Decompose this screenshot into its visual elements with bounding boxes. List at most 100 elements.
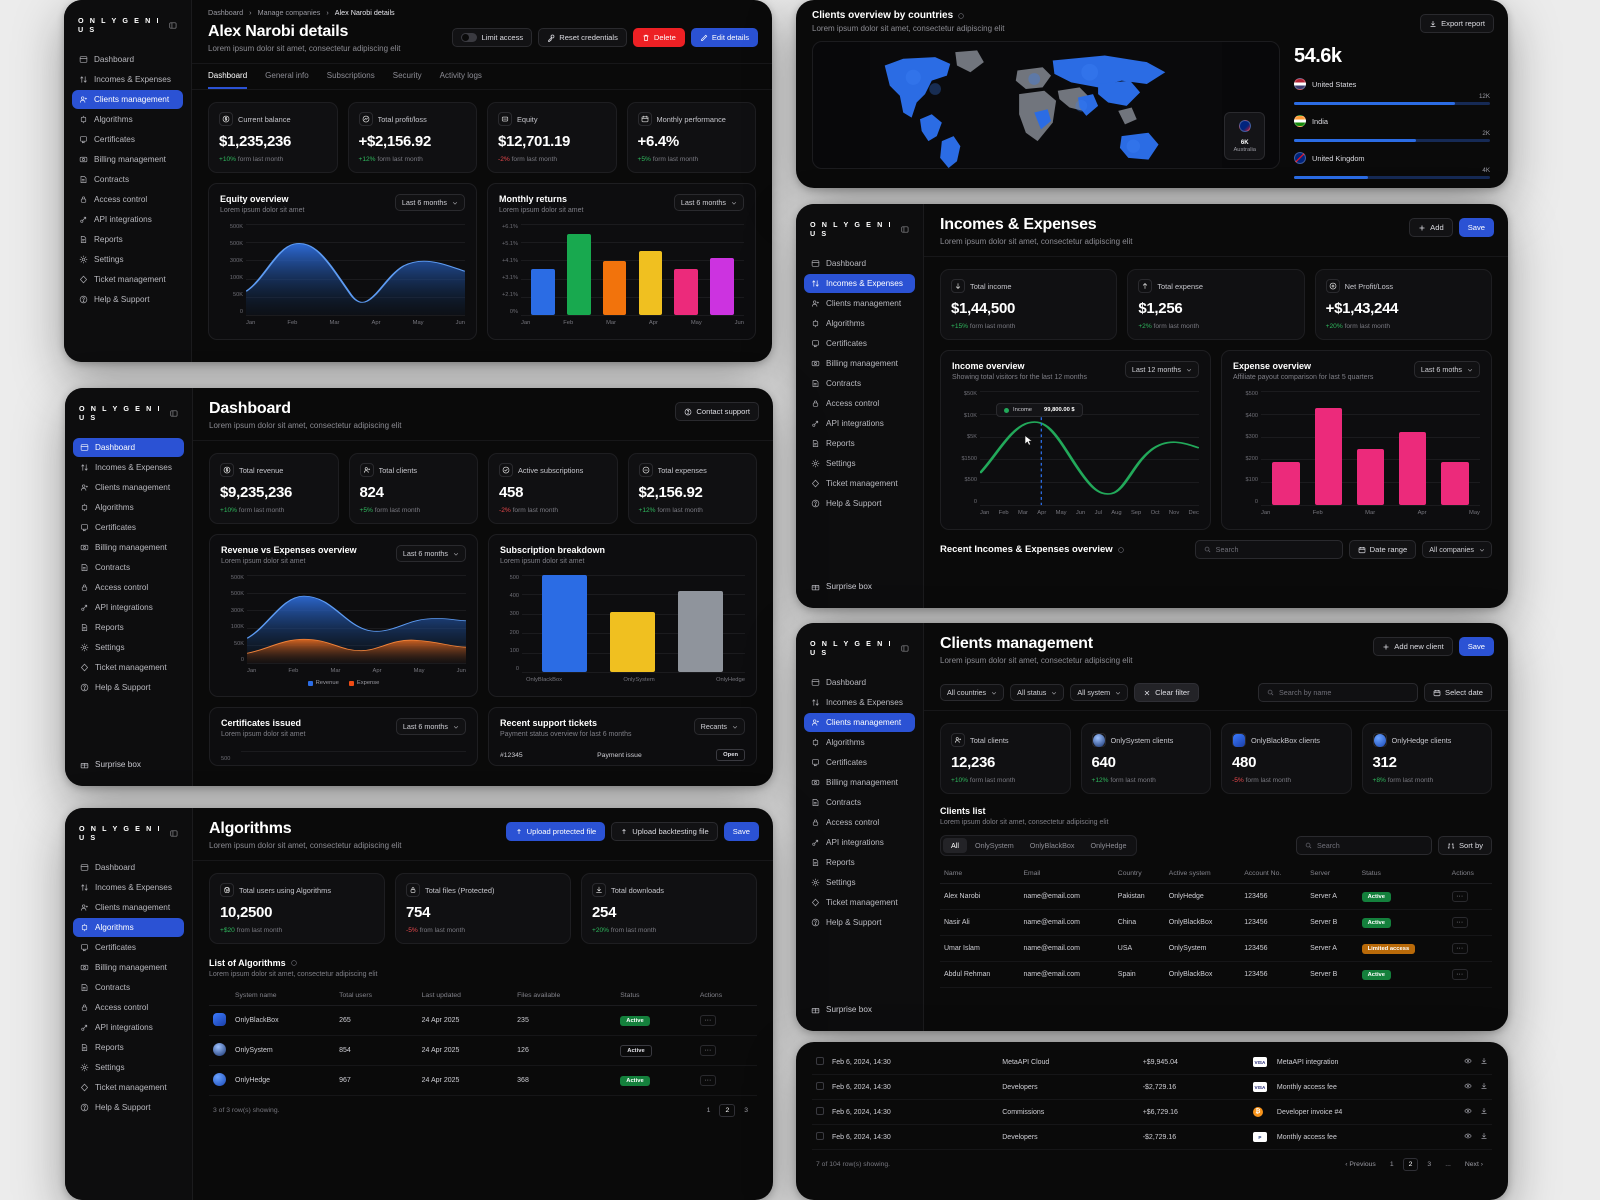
- panel-collapse-icon[interactable]: [170, 409, 178, 418]
- sidebar-item-algorithms[interactable]: Algorithms: [73, 918, 184, 937]
- clear-filter-button[interactable]: Clear filter: [1134, 683, 1199, 702]
- table-row[interactable]: Feb 6, 2024, 14:30 MetaAPI Cloud +$9,945.0…: [812, 1050, 1492, 1075]
- segment-onlyblackbox[interactable]: OnlyBlackBox: [1029, 841, 1075, 850]
- download-icon[interactable]: [1480, 1107, 1488, 1115]
- row-actions-button[interactable]: ···: [1451, 891, 1468, 902]
- row-actions-button[interactable]: ···: [699, 1075, 716, 1086]
- range-select-revenue[interactable]: Last 6 months: [395, 545, 466, 562]
- bar[interactable]: [678, 590, 724, 672]
- table-row[interactable]: Nasir Ali name@email.com China OnlyBlackBox…: [940, 909, 1492, 936]
- sidebar-item-ticket-management[interactable]: Ticket management: [72, 270, 183, 289]
- page-2[interactable]: 2: [1402, 1158, 1419, 1171]
- info-icon[interactable]: [1117, 546, 1124, 553]
- sidebar-item-api-integrations[interactable]: API integrations: [72, 210, 183, 229]
- sidebar-item-api-integrations[interactable]: API integrations: [804, 414, 915, 433]
- sidebar-item-api-integrations[interactable]: API integrations: [73, 1018, 184, 1037]
- page-3[interactable]: 3: [1427, 1161, 1432, 1168]
- sidebar-item-clients-management[interactable]: Clients management: [804, 713, 915, 732]
- sidebar-item-access-control[interactable]: Access control: [804, 394, 915, 413]
- bar[interactable]: [1441, 461, 1469, 505]
- bar[interactable]: [602, 261, 627, 315]
- country-row[interactable]: United States 12K: [1294, 78, 1490, 105]
- sidebar-item-incomes-expenses[interactable]: Incomes & Expenses: [72, 70, 183, 89]
- breadcrumb-item-0[interactable]: Dashboard: [208, 8, 244, 17]
- edit-details-button[interactable]: Edit details: [690, 28, 758, 47]
- download-icon[interactable]: [1480, 1132, 1488, 1140]
- sidebar-item-access-control[interactable]: Access control: [804, 813, 915, 832]
- sidebar-item-certificates[interactable]: Certificates: [804, 334, 915, 353]
- sidebar-item-certificates[interactable]: Certificates: [72, 130, 183, 149]
- column-header[interactable]: Actions: [1447, 864, 1492, 884]
- save-button[interactable]: Save: [1458, 218, 1494, 237]
- toggle-switch[interactable]: [461, 33, 478, 42]
- segment-onlysystem[interactable]: OnlySystem: [975, 841, 1014, 850]
- sidebar-item-certificates[interactable]: Certificates: [804, 753, 915, 772]
- sidebar-item-dashboard[interactable]: Dashboard: [73, 438, 184, 457]
- bar[interactable]: [674, 268, 699, 315]
- sidebar-item-contracts[interactable]: Contracts: [73, 978, 184, 997]
- range-select-equity[interactable]: Last 6 months: [394, 194, 465, 211]
- panel-collapse-icon[interactable]: [901, 225, 909, 234]
- bar[interactable]: [1356, 449, 1385, 505]
- info-icon[interactable]: [290, 960, 297, 966]
- breadcrumb-item-1[interactable]: Manage companies: [257, 8, 321, 17]
- search-input[interactable]: Search: [1194, 540, 1343, 559]
- sort-by-button[interactable]: Sort by: [1437, 836, 1492, 855]
- country-row[interactable]: India 2K: [1294, 115, 1490, 142]
- reset-credentials-button[interactable]: Reset credentials: [538, 28, 627, 47]
- panel-collapse-icon[interactable]: [169, 21, 177, 30]
- sidebar-item-api-integrations[interactable]: API integrations: [73, 598, 184, 617]
- sidebar-item-incomes-expenses[interactable]: Incomes & Expenses: [804, 274, 915, 293]
- filter-status[interactable]: All status: [1010, 684, 1065, 701]
- limit-access-toggle[interactable]: Limit access: [452, 28, 533, 47]
- eye-icon[interactable]: [1464, 1132, 1472, 1140]
- sidebar-item-contracts[interactable]: Contracts: [804, 793, 915, 812]
- sidebar-item-algorithms[interactable]: Algorithms: [804, 314, 915, 333]
- column-header[interactable]: Last updated: [417, 986, 514, 1006]
- search-by-name-input[interactable]: Search by name: [1258, 683, 1418, 702]
- sidebar-item-dashboard[interactable]: Dashboard: [804, 254, 915, 273]
- range-select-expense[interactable]: Last 6 moths: [1413, 361, 1480, 378]
- column-header[interactable]: System name: [231, 986, 336, 1006]
- bar[interactable]: [541, 575, 587, 672]
- date-range-button[interactable]: Date range: [1348, 540, 1417, 559]
- sidebar-item-help-support[interactable]: Help & Support: [73, 678, 184, 697]
- sidebar-item-algorithms[interactable]: Algorithms: [72, 110, 183, 129]
- table-row[interactable]: OnlyHedge 967 24 Apr 2025 368 Active ···: [209, 1065, 757, 1096]
- bar[interactable]: [609, 611, 656, 672]
- sidebar-item-billing-management[interactable]: Billing management: [804, 354, 915, 373]
- eye-icon[interactable]: [1464, 1082, 1472, 1090]
- tab-general-info[interactable]: General info: [265, 71, 309, 80]
- page-3[interactable]: 3: [744, 1107, 748, 1114]
- upload-backtesting-file-button[interactable]: Upload backtesting file: [611, 822, 718, 841]
- column-header[interactable]: Total users: [335, 986, 418, 1006]
- next-button[interactable]: Next ›: [1464, 1161, 1483, 1168]
- world-map[interactable]: 6K Australia: [812, 41, 1280, 169]
- page-1[interactable]: 1: [1389, 1161, 1394, 1168]
- range-select-certificates[interactable]: Last 6 months: [395, 718, 466, 735]
- search-input[interactable]: Search: [1295, 836, 1432, 855]
- sidebar-item-ticket-management[interactable]: Ticket management: [804, 893, 915, 912]
- table-row[interactable]: OnlyBlackBox 265 24 Apr 2025 235 Active ···: [209, 1005, 757, 1036]
- page-1[interactable]: 1: [706, 1107, 711, 1114]
- sidebar-item-ticket-management[interactable]: Ticket management: [804, 474, 915, 493]
- table-row[interactable]: Umar Islam name@email.com USA OnlySystem 123…: [940, 935, 1492, 962]
- column-header[interactable]: Status: [616, 986, 696, 1006]
- page-...[interactable]: ...: [1445, 1161, 1451, 1168]
- row-checkbox[interactable]: [816, 1132, 824, 1140]
- eye-icon[interactable]: [1464, 1107, 1472, 1115]
- download-icon[interactable]: [1480, 1057, 1488, 1065]
- bar[interactable]: [531, 268, 555, 315]
- table-row[interactable]: Abdul Rehman name@email.com Spain OnlyBlack…: [940, 961, 1492, 988]
- sidebar-item-access-control[interactable]: Access control: [72, 190, 183, 209]
- export-report-button[interactable]: Export report: [1420, 14, 1494, 33]
- bar[interactable]: [1314, 408, 1342, 505]
- table-row[interactable]: Feb 6, 2024, 14:30 Developers -$2,729.16 P M…: [812, 1124, 1492, 1150]
- sidebar-item-contracts[interactable]: Contracts: [73, 558, 184, 577]
- sidebar-item-settings[interactable]: Settings: [804, 454, 915, 473]
- sidebar-item-incomes-expenses[interactable]: Incomes & Expenses: [73, 878, 184, 897]
- sidebar-item-clients-management[interactable]: Clients management: [72, 90, 183, 109]
- sidebar-item-help-support[interactable]: Help & Support: [804, 913, 915, 932]
- table-row[interactable]: Alex Narobi name@email.com Pakistan OnlyHed…: [940, 883, 1492, 910]
- filter-system[interactable]: All system: [1070, 684, 1129, 701]
